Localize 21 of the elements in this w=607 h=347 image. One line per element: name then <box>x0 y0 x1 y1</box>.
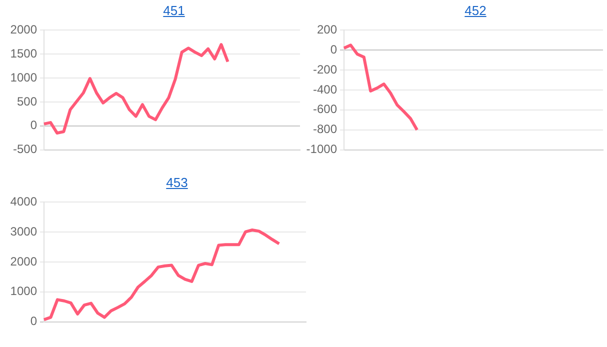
y-tick-label: -400 <box>312 82 338 96</box>
y-tick-label: 3000 <box>10 224 38 238</box>
y-tick-label: 200 <box>316 22 338 37</box>
y-tick-label: 0 <box>30 314 38 328</box>
y-tick-label: -800 <box>312 122 338 136</box>
chart-title: 453 <box>165 174 189 192</box>
y-tick-label: -200 <box>312 62 338 76</box>
y-tick-label: -500 <box>12 142 38 156</box>
y-tick-label: -600 <box>312 102 338 116</box>
y-tick-label: 1500 <box>10 46 38 60</box>
y-tick-label: 1000 <box>10 284 38 298</box>
chart-title: 451 <box>162 2 186 20</box>
chart-title: 452 <box>464 2 488 20</box>
y-tick-label: -1000 <box>306 142 338 156</box>
y-tick-label: 1000 <box>10 70 38 84</box>
y-tick-label: 2000 <box>10 22 38 37</box>
y-tick-label: 0 <box>330 42 338 56</box>
y-tick-label: 2000 <box>10 254 38 268</box>
y-tick-label: 4000 <box>10 194 38 209</box>
y-tick-label: 0 <box>30 118 38 132</box>
y-tick-label: 500 <box>16 94 38 108</box>
